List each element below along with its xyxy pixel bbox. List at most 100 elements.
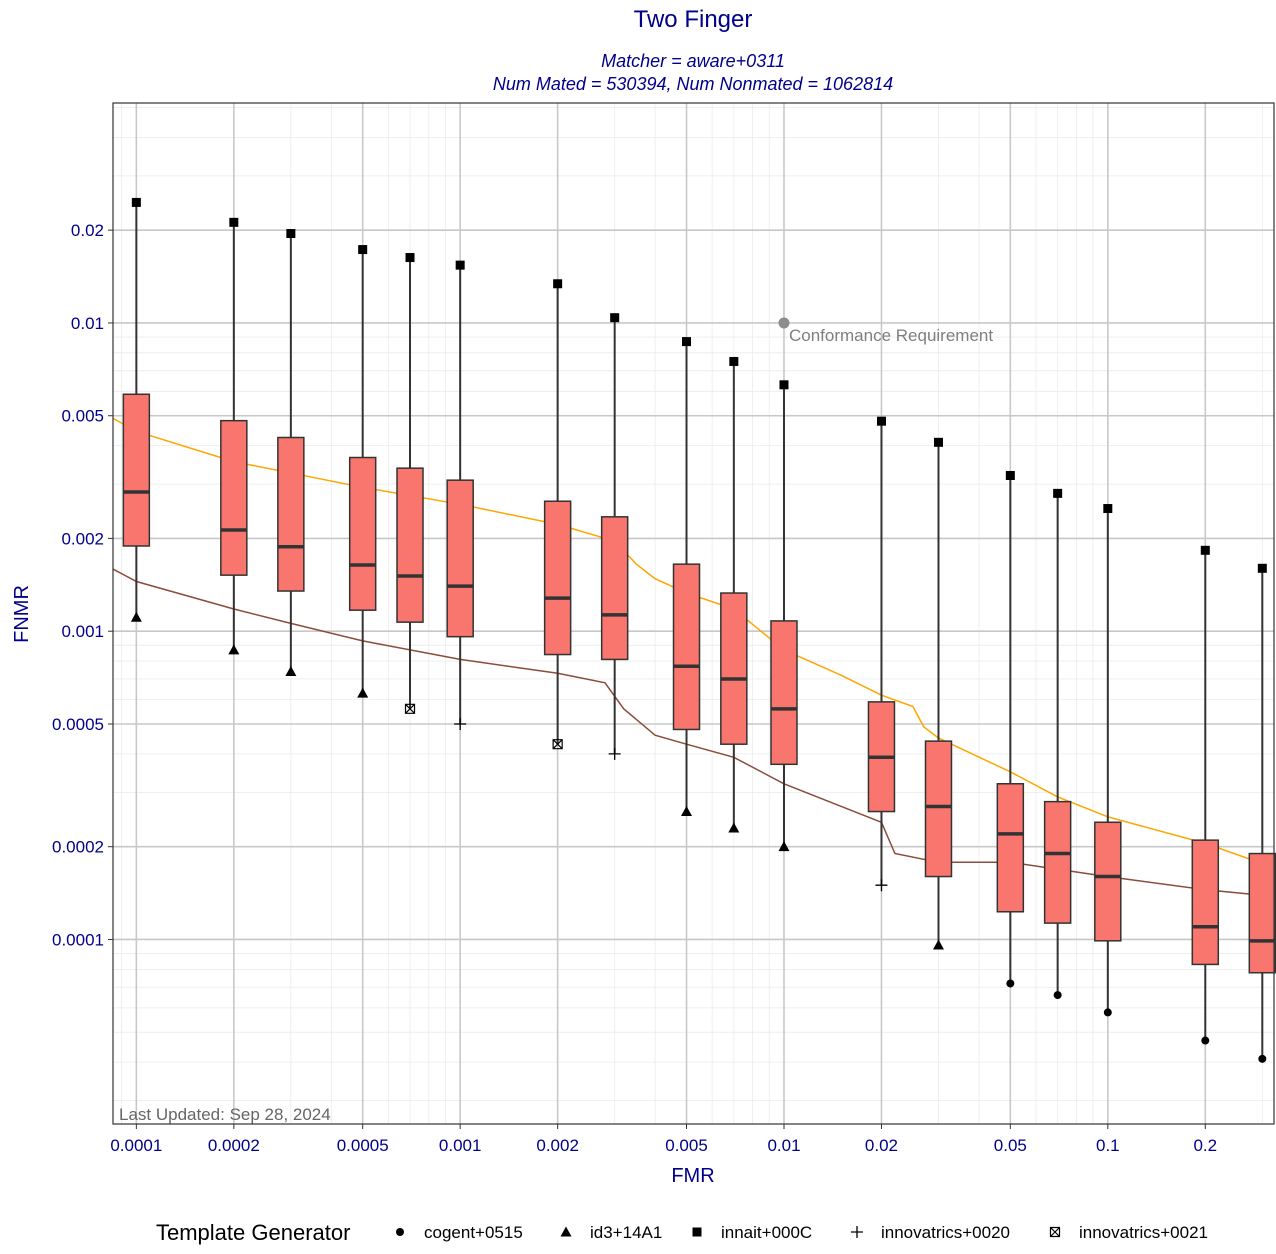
marker-circle <box>1201 1036 1210 1045</box>
marker-square <box>682 337 692 347</box>
legend-key-plus <box>851 1226 863 1238</box>
box-plot <box>1191 550 1220 1041</box>
legend-key-circle <box>396 1228 404 1236</box>
marker-triangle <box>778 841 790 852</box>
marker-boxed-x <box>552 739 563 750</box>
y-tick-label: 0.01 <box>71 314 104 333</box>
y-tick-label: 0.005 <box>61 407 104 426</box>
marker-square <box>455 260 465 270</box>
marker-circle <box>1258 1054 1267 1063</box>
marker-triangle <box>228 644 240 655</box>
marker-boxed-x <box>404 703 416 714</box>
generator-markers <box>130 197 1267 1063</box>
box-plot <box>924 442 953 945</box>
marker-plus <box>875 879 888 892</box>
marker-square <box>1257 563 1267 573</box>
marker-triangle <box>357 687 369 698</box>
y-tick-label: 0.0005 <box>52 715 104 734</box>
x-tick-label: 0.001 <box>439 1136 482 1155</box>
box-plot <box>396 257 424 709</box>
legend-item: innovatrics+0020 <box>851 1223 1010 1242</box>
marker-square <box>933 437 943 447</box>
iqr-box <box>720 592 748 745</box>
legend-item: innait+000C <box>692 1223 812 1242</box>
conformance-label: Conformance Requirement <box>789 326 993 345</box>
x-tick-label: 0.02 <box>865 1136 898 1155</box>
iqr-box <box>348 456 377 611</box>
y-axis-ticks: 0.0001 0.0002 0.0005 0.001 0.002 0.005 0.01 0.0… <box>52 221 113 949</box>
marker-circle <box>1103 1008 1112 1017</box>
marker-square <box>729 356 739 366</box>
iqr-box <box>277 436 305 592</box>
legend-item: innovatrics+0021 <box>1049 1223 1208 1242</box>
box-plot <box>770 384 798 847</box>
box-plot <box>996 475 1025 984</box>
x-tick-label: 0.0005 <box>337 1136 389 1155</box>
box-plot <box>1248 568 1276 1059</box>
marker-triangle <box>728 822 740 833</box>
marker-triangle <box>130 611 142 622</box>
legend-item: id3+14A1 <box>560 1223 662 1242</box>
x-tick-label: 0.05 <box>994 1136 1027 1155</box>
x-tick-label: 0.0002 <box>208 1136 260 1155</box>
iqr-box <box>996 783 1025 913</box>
box-plot <box>720 361 748 828</box>
iqr-box <box>1191 839 1220 966</box>
box-plot <box>277 233 305 672</box>
iqr-box <box>1094 821 1122 942</box>
marker-triangle <box>285 666 297 677</box>
marker-triangle <box>932 939 944 950</box>
marker-square <box>1103 504 1113 514</box>
conformance-point <box>778 317 790 329</box>
iqr-box <box>446 479 474 638</box>
x-axis-ticks: 0.0001 0.0002 0.0005 0.001 0.002 0.005 0.01 0.0… <box>110 1124 1217 1155</box>
iqr-box <box>396 467 424 623</box>
x-tick-label: 0.01 <box>767 1136 800 1155</box>
marker-square <box>1053 488 1063 498</box>
x-tick-label: 0.005 <box>665 1136 708 1155</box>
marker-square <box>610 313 620 323</box>
x-tick-label: 0.002 <box>536 1136 579 1155</box>
legend: cogent+0515 id3+14A1 innait+000C innovatric… <box>396 1223 1208 1242</box>
legend-key-triangle <box>560 1226 572 1237</box>
y-tick-label: 0.0001 <box>52 930 104 949</box>
marker-square <box>405 253 415 263</box>
iqr-box <box>924 740 953 878</box>
legend-label: innovatrics+0021 <box>1079 1223 1208 1242</box>
conformance-requirement: Conformance Requirement <box>778 317 993 345</box>
box-plot <box>600 317 629 754</box>
marker-square <box>779 380 789 390</box>
box-plot <box>348 249 377 694</box>
legend-label: id3+14A1 <box>590 1223 662 1242</box>
marker-square <box>1200 545 1210 555</box>
legend-key-boxed-x <box>1049 1226 1061 1238</box>
box-plot <box>446 265 474 725</box>
marker-triangle <box>681 806 693 817</box>
chart-subtitle-counts: Num Mated = 530394, Num Nonmated = 10628… <box>493 74 893 94</box>
iqr-box <box>220 419 248 576</box>
marker-square <box>358 245 368 255</box>
marker-square <box>876 416 886 426</box>
iqr-box <box>122 393 151 547</box>
legend-item: cogent+0515 <box>396 1223 523 1242</box>
x-tick-label: 0.0001 <box>110 1136 162 1155</box>
box-plot <box>1043 493 1072 996</box>
plot-panel-border <box>112 102 1275 1125</box>
y-tick-label: 0.0002 <box>52 838 104 857</box>
y-axis-title: FNMR <box>11 585 33 643</box>
iqr-box <box>672 563 701 731</box>
y-tick-label: 0.02 <box>71 221 104 240</box>
x-tick-label: 0.2 <box>1193 1136 1217 1155</box>
box-plot <box>543 283 572 745</box>
last-updated-label: Last Updated: Sep 28, 2024 <box>119 1105 331 1124</box>
marker-square <box>553 279 563 289</box>
box-plot <box>1094 508 1122 1013</box>
marker-plus <box>608 747 621 760</box>
marker-circle <box>1006 979 1015 988</box>
legend-label: innait+000C <box>721 1223 812 1242</box>
chart-title: Two Finger <box>634 6 753 33</box>
iqr-box <box>600 516 629 661</box>
box-plot <box>672 341 701 812</box>
iqr-box <box>1248 852 1276 974</box>
